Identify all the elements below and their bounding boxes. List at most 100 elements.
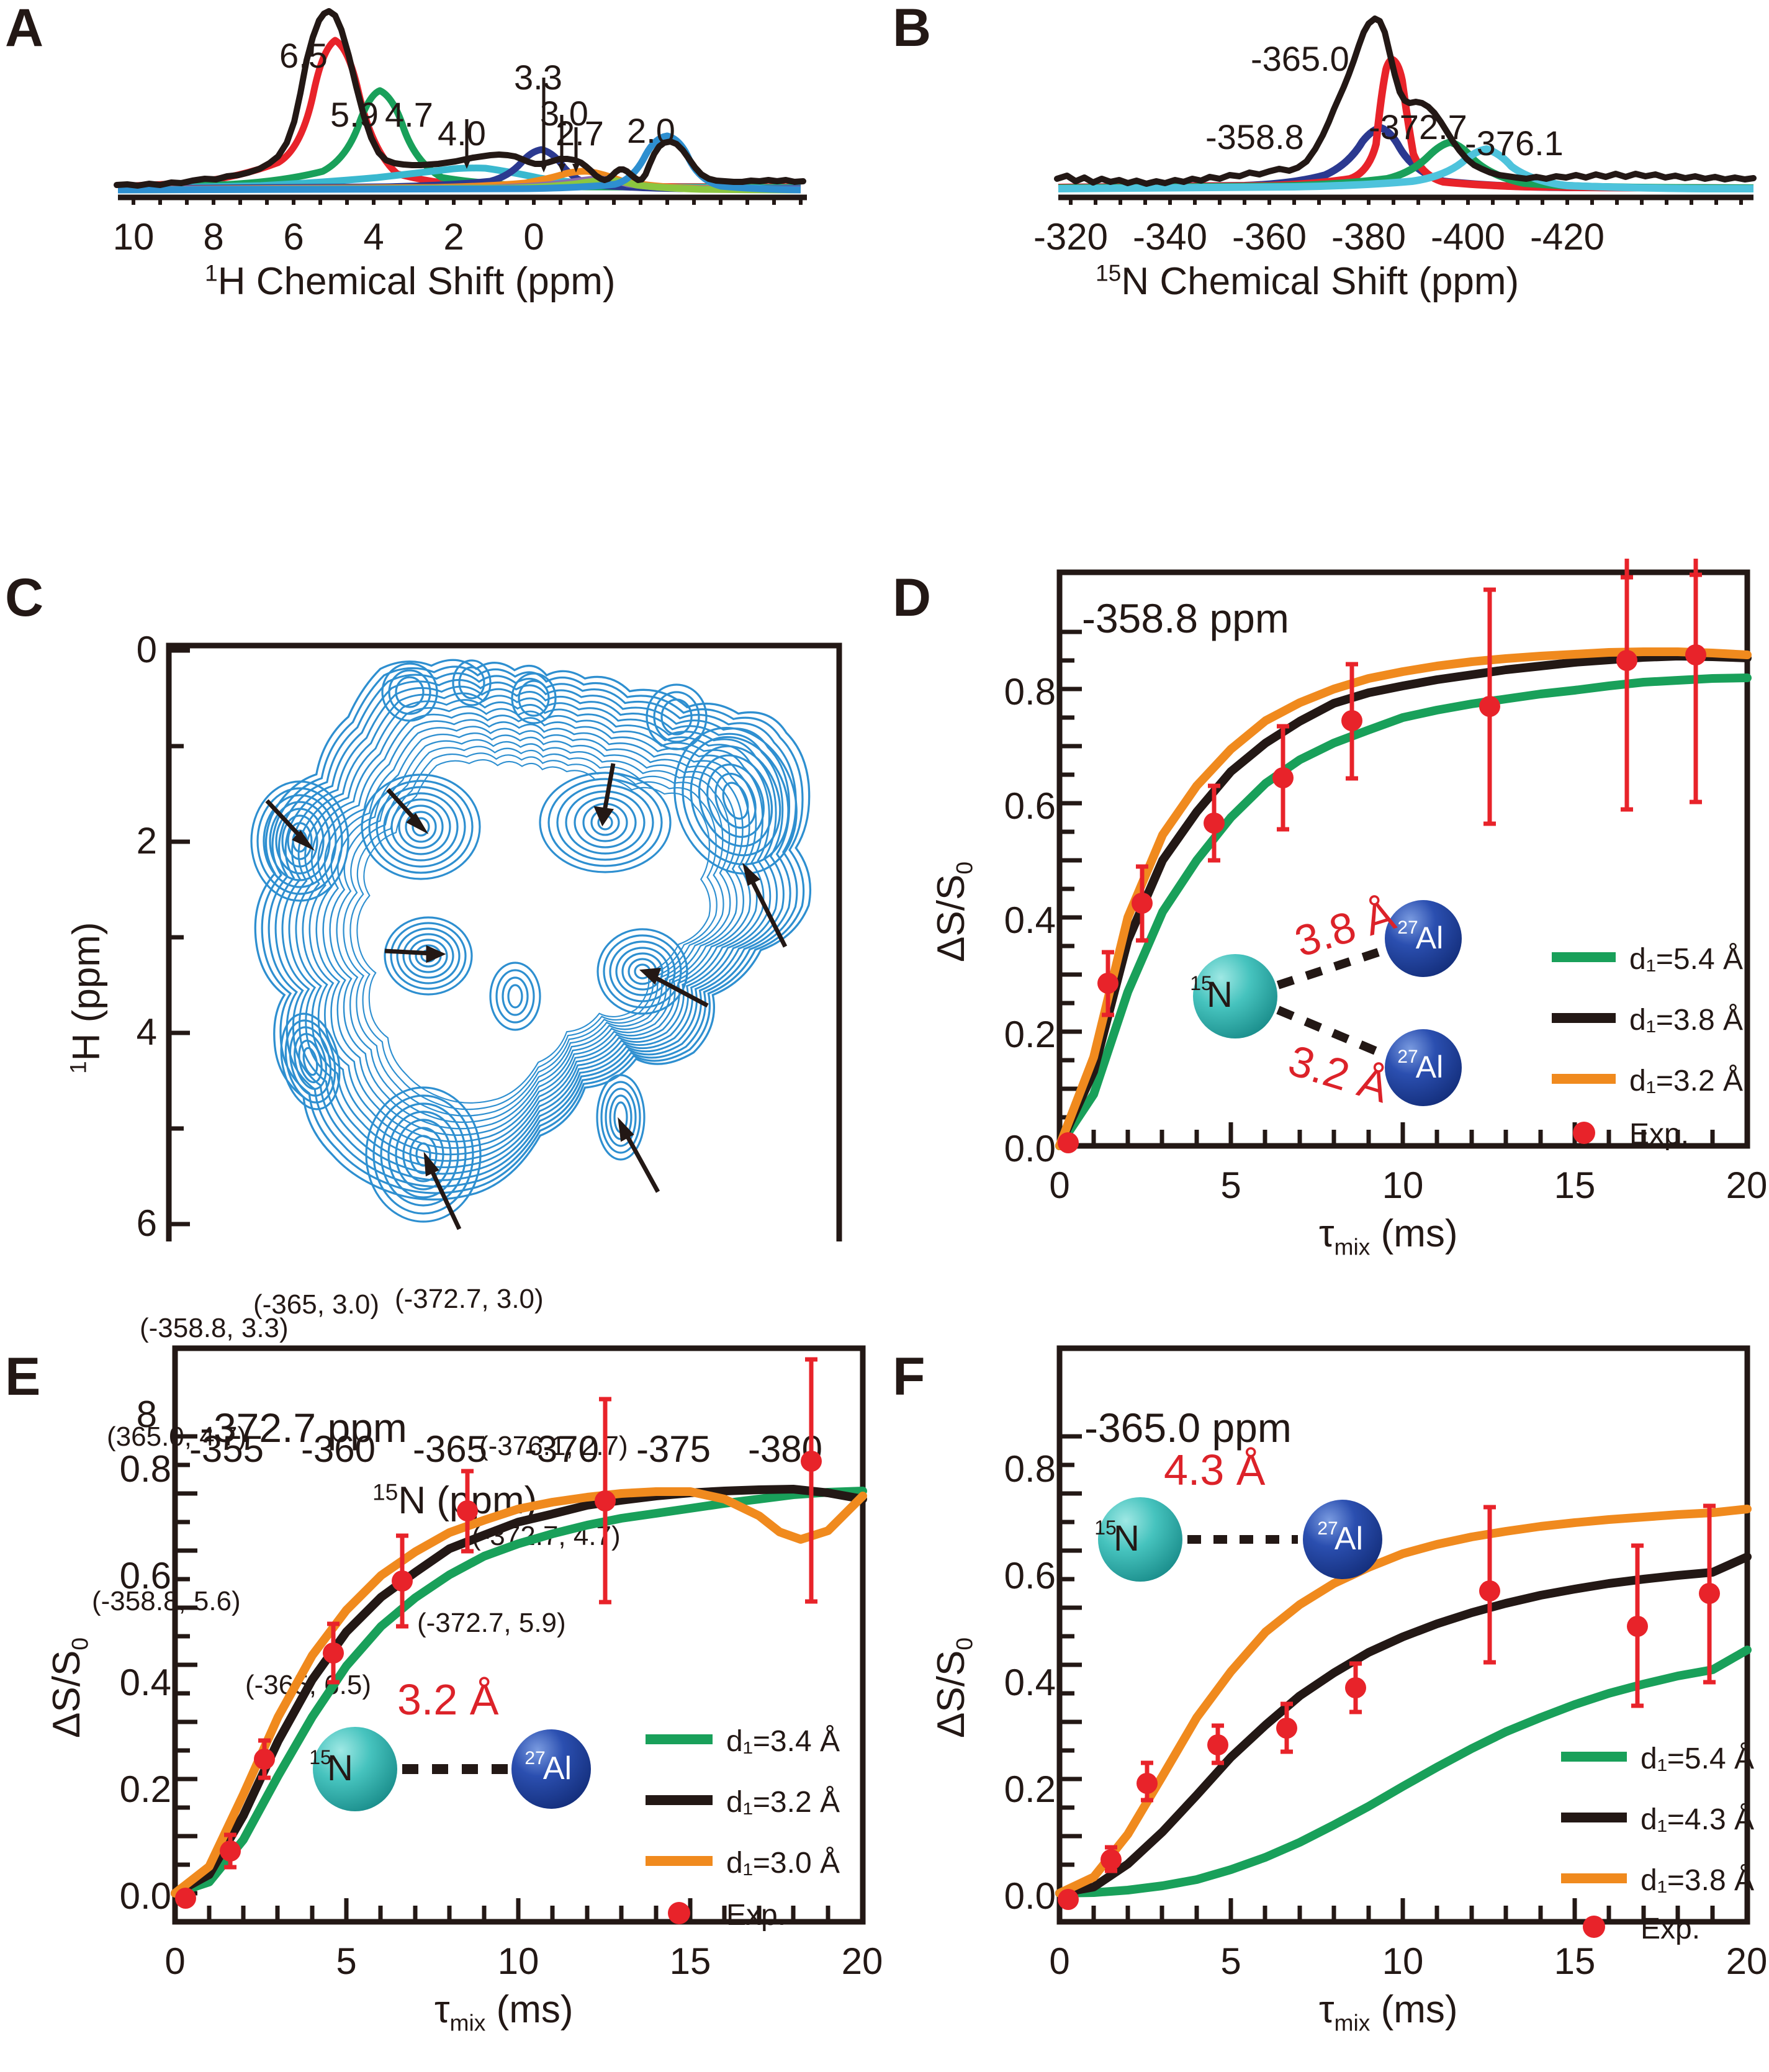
svg-text:N: N [1207,975,1233,1015]
panel-a-xaxis-title: 1H Chemical Shift (ppm) [205,259,616,304]
xtick-b-400: -400 [1430,216,1506,258]
xtick-f-10: 10 [1382,1940,1424,1982]
panel-e-legend-0: d₁=3.4 Å [726,1725,840,1758]
xtick-f-5: 5 [1220,1940,1241,1982]
peak-label-6-5: 6.5 [279,36,328,75]
panel-e-xaxis-unit: (ms) [485,1988,574,2031]
ytick-d-04: 0.4 [1004,899,1056,941]
xtick-b-420: -420 [1529,216,1605,258]
anno-c-7: (-358.8, 5.6) [92,1586,241,1616]
panel-f-title: -365.0 ppm [1084,1405,1292,1451]
xtick-b-320: -320 [1033,216,1109,258]
panel-f-yaxis-sub: 0 [951,1637,978,1651]
panel-f-legend-1: d₁=4.3 Å [1641,1803,1754,1836]
xtick-e-15: 15 [669,1940,711,1982]
ytick-d-08: 0.8 [1004,671,1056,713]
panel-b-xaxis-sup: 15 [1096,259,1122,286]
ytick-f-0: 0.0 [1004,1875,1056,1917]
peak-label-4-7: 4.7 [385,95,433,134]
xtick-d-15: 15 [1554,1164,1596,1206]
xtick-b-340: -340 [1132,216,1208,258]
ytick-c-6: 6 [136,1202,157,1244]
svg-text:15: 15 [309,1746,331,1768]
svg-text:Al: Al [1335,1521,1363,1557]
panel-e-legend-2: d₁=3.0 Å [726,1847,840,1880]
panel-e-xaxis-sub: mix [449,2009,486,2036]
panel-d-legend-1: d₁=3.8 Å [1629,1004,1743,1037]
xtick-e-0: 0 [164,1940,186,1982]
panel-e-yaxis-title: ΔS/S0 [45,1637,93,1738]
panel-e-title: -372.7 ppm [200,1405,407,1451]
panel-e-plot: N 15 Al 27 [171,1345,867,1925]
svg-text:Al: Al [543,1750,572,1786]
xtick-e-5: 5 [336,1940,357,1982]
panel-f-legend-0: d₁=5.4 Å [1641,1742,1754,1775]
panel-d-xaxis-tau: τ [1319,1212,1335,1255]
xtick-a-0: 0 [523,216,544,258]
xtick-d-5: 5 [1220,1164,1241,1206]
xtick-c-375: -375 [636,1428,711,1470]
svg-text:27: 27 [524,1748,545,1768]
peak-label-2-0: 2.0 [627,111,675,150]
panel-d-xaxis-unit: (ms) [1370,1212,1458,1255]
ytick-d-06: 0.6 [1004,785,1056,827]
panel-e-legend-3: Exp. [726,1899,786,1932]
ytick-f-08: 0.8 [1004,1448,1056,1490]
panel-e: N 15 Al 27 -372.7 ppm 3.2 Å d₁=3.4 Å d₁=… [0,1335,884,2072]
panel-label-f: F [893,1347,925,1407]
xtick-b-360: -360 [1231,216,1307,258]
panel-b-xaxis-title: 15N Chemical Shift (ppm) [1096,259,1519,304]
panel-f-legend-3: Exp. [1641,1912,1701,1945]
xtick-a-10: 10 [112,216,155,258]
xtick-c-355: -355 [189,1428,264,1470]
ytick-c-0: 0 [136,629,157,670]
panel-a-xaxis-sup: 1 [205,259,218,286]
panel-c-contour [166,642,842,1241]
ytick-f-04: 0.4 [1004,1662,1056,1703]
xtick-f-0: 0 [1049,1940,1070,1982]
panel-f-yaxis-main: ΔS/S [930,1650,973,1738]
panel-f-xaxis-sub: mix [1334,2009,1371,2036]
svg-text:27: 27 [1397,917,1418,938]
panel-b-xaxis-main: N Chemical Shift (ppm) [1121,260,1519,303]
xtick-a-6: 6 [283,216,304,258]
panel-b: -365.0 -358.8 -372.7 -376.1 -320 -340 -3… [884,0,1769,303]
panel-d-xaxis-title: τmix (ms) [1319,1212,1458,1260]
xtick-c-365: -365 [412,1428,488,1470]
panel-label-b: B [893,0,932,58]
panel-e-distance-1: 3.2 Å [397,1675,499,1724]
panel-c-yaxis-sup: 1 [65,1061,91,1074]
peak-label-b-3727: -372.7 [1369,107,1467,146]
panel-f-yaxis-title: ΔS/S0 [929,1637,978,1738]
ytick-e-04: 0.4 [119,1662,171,1703]
anno-c-8: (-372.7, 5.9) [417,1608,566,1638]
peak-label-4-0: 4.0 [438,114,486,153]
peak-label-3-3: 3.3 [514,58,562,97]
panel-e-xaxis-tau: τ [434,1988,450,2031]
svg-text:Al: Al [1416,1050,1443,1084]
panel-f-legend-2: d₁=3.8 Å [1641,1864,1754,1897]
panel-f-xaxis-unit: (ms) [1370,1988,1458,2031]
panel-c-xaxis-sup: 15 [372,1479,398,1505]
panel-a-xaxis-main: H Chemical Shift (ppm) [217,260,616,303]
svg-text:Al: Al [1416,921,1443,955]
panel-d-xaxis-sub: mix [1334,1233,1371,1260]
svg-text:15: 15 [1094,1516,1117,1539]
panel-d-legend-2: d₁=3.2 Å [1629,1065,1743,1097]
xtick-d-20: 20 [1726,1164,1768,1206]
anno-c-1: (-358.8, 3.3) [140,1313,289,1343]
ytick-f-02: 0.2 [1004,1768,1056,1810]
xtick-c-360: -360 [300,1428,376,1470]
panel-d: N 15 Al 27 Al 27 -358.8 ppm 3.8 Å 3.2 Å … [884,559,1769,1335]
anno-c-3: (-372.7, 3.0) [395,1284,544,1314]
xtick-a-8: 8 [203,216,224,258]
ytick-c-2: 2 [136,820,157,862]
panel-d-yaxis-main: ΔS/S [930,874,973,962]
panel-label-c: C [5,568,44,628]
panel-f-xaxis-title: τmix (ms) [1319,1988,1458,2036]
panel-b-spectrum [1054,16,1757,205]
svg-text:N: N [1114,1518,1140,1559]
xtick-f-20: 20 [1726,1940,1768,1982]
ytick-e-0: 0.0 [119,1875,171,1917]
panel-c: (-358.8, 3.3) (-365, 3.0) (-372.7, 3.0) … [0,559,884,1700]
